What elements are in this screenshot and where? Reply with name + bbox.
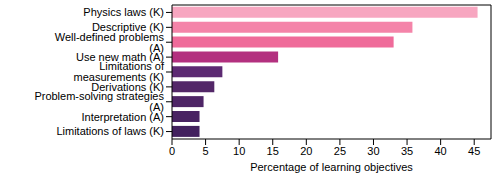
svg-text:40: 40 bbox=[435, 145, 447, 157]
svg-text:Percentage of learning objecti: Percentage of learning objectives bbox=[250, 161, 413, 173]
svg-text:15: 15 bbox=[267, 145, 279, 157]
svg-text:Physics laws (K): Physics laws (K) bbox=[83, 6, 164, 18]
svg-text:5: 5 bbox=[203, 145, 209, 157]
svg-text:30: 30 bbox=[367, 145, 379, 157]
svg-text:10: 10 bbox=[233, 145, 245, 157]
svg-text:35: 35 bbox=[401, 145, 413, 157]
svg-text:Interpretation (A): Interpretation (A) bbox=[81, 111, 164, 123]
svg-text:45: 45 bbox=[468, 145, 480, 157]
svg-text:0: 0 bbox=[169, 145, 175, 157]
svg-text:20: 20 bbox=[300, 145, 312, 157]
svg-text:25: 25 bbox=[334, 145, 346, 157]
svg-text:Limitations of laws (K): Limitations of laws (K) bbox=[56, 125, 164, 137]
